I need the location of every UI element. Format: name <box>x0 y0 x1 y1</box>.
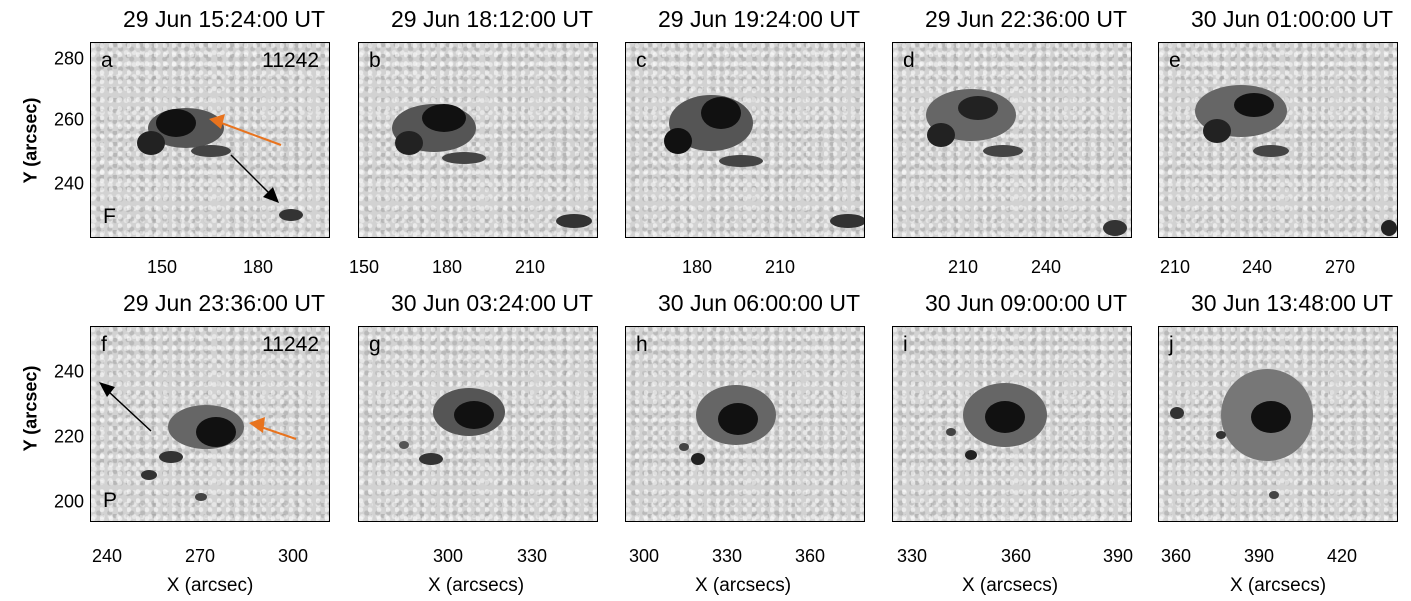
y-tick-label: 240 <box>53 173 84 194</box>
panel-title: 29 Jun 18:12:00 UT <box>390 6 594 32</box>
panel-letter: c <box>636 49 647 72</box>
x-tick-label: 330 <box>896 546 928 566</box>
sunspot-image-g: g <box>358 326 598 522</box>
x-tick-label: 240 <box>1030 257 1062 277</box>
sunspot-drawing <box>137 108 303 221</box>
panel-letter: h <box>636 333 648 356</box>
panel-title: 30 Jun 03:24:00 UT <box>390 290 594 316</box>
x-tick-label: 300 <box>432 546 464 566</box>
sunspot-drawing <box>99 382 297 501</box>
panel-title: 29 Jun 19:24:00 UT <box>657 6 861 32</box>
x-tick-label: 240 <box>1241 257 1273 277</box>
polarity-label: P <box>103 489 118 512</box>
panel-title: 29 Jun 22:36:00 UT <box>924 6 1128 32</box>
x-tick-label: 390 <box>1102 546 1134 566</box>
x-tick-label: 420 <box>1326 546 1358 566</box>
x-tick-label: 270 <box>1324 257 1356 277</box>
x-tick-label: 360 <box>1160 546 1192 566</box>
panel-letter: e <box>1169 49 1181 72</box>
x-tick-label: 330 <box>711 546 743 566</box>
y-tick-label: 280 <box>53 48 84 69</box>
panel-letter: g <box>369 333 381 356</box>
panel-letter: a <box>101 49 113 72</box>
x-axis-label: X (arcsecs) <box>694 575 792 596</box>
sunspot-image-c: c <box>625 42 865 238</box>
panel-letter: i <box>903 333 908 356</box>
y-tick-label: 200 <box>53 491 84 512</box>
sunspot-drawing <box>926 89 1127 236</box>
panel-title: 30 Jun 13:48:00 UT <box>1190 290 1394 316</box>
x-tick-label: 150 <box>348 257 380 277</box>
x-axis-label: X (arcsecs) <box>427 575 525 596</box>
sunspot-drawing <box>679 385 776 465</box>
y-tick-label: 220 <box>53 426 84 447</box>
x-tick-label: 240 <box>91 546 123 566</box>
x-tick-label: 270 <box>184 546 216 566</box>
sunspot-image-j: j <box>1158 326 1398 522</box>
x-tick-label: 210 <box>764 257 796 277</box>
x-axis-label: X (arcsec) <box>166 575 254 596</box>
panel-title: 29 Jun 15:24:00 UT <box>122 6 326 32</box>
polarity-label: F <box>103 205 116 228</box>
panel-title: 30 Jun 01:00:00 UT <box>1190 6 1394 32</box>
sunspot-drawing <box>946 383 1047 460</box>
sunspot-image-i: i <box>892 326 1132 522</box>
x-tick-label: 180 <box>681 257 713 277</box>
sunspot-drawing <box>392 104 592 228</box>
panel-title: 30 Jun 09:00:00 UT <box>924 290 1128 316</box>
sunspot-image-b: b <box>358 42 598 238</box>
sunspot-drawing <box>664 95 864 228</box>
x-tick-label: 210 <box>947 257 979 277</box>
sunspot-image-d: d <box>892 42 1132 238</box>
sunspot-drawing <box>1170 369 1313 499</box>
x-tick-label: 300 <box>628 546 660 566</box>
active-region-label: 11242 <box>262 49 319 72</box>
y-axis-label-top: Y (arcsec) <box>20 97 41 184</box>
x-tick-label: 300 <box>277 546 309 566</box>
active-region-label: 11242 <box>262 333 319 356</box>
x-axis-label: X (arcsecs) <box>961 575 1059 596</box>
x-tick-label: 180 <box>242 257 274 277</box>
sunspot-image-a: a 11242 F <box>90 42 330 238</box>
x-tick-label: 360 <box>794 546 826 566</box>
panel-title: 30 Jun 06:00:00 UT <box>657 290 861 316</box>
x-tick-label: 150 <box>146 257 178 277</box>
sunspot-drawing <box>1195 85 1397 236</box>
panel-letter: b <box>369 49 381 72</box>
sunspot-image-f: f 11242 P <box>90 326 330 522</box>
y-tick-label: 260 <box>53 109 84 130</box>
panel-letter: j <box>1169 333 1174 356</box>
sunspot-image-h: h <box>625 326 865 522</box>
x-tick-label: 360 <box>1000 546 1032 566</box>
x-tick-label: 210 <box>1159 257 1191 277</box>
x-tick-label: 330 <box>516 546 548 566</box>
y-tick-label: 240 <box>53 361 84 382</box>
panel-letter: f <box>101 333 107 356</box>
panel-title: 29 Jun 23:36:00 UT <box>122 290 326 316</box>
x-tick-label: 390 <box>1243 546 1275 566</box>
x-axis-label: X (arcsecs) <box>1229 575 1327 596</box>
sunspot-drawing <box>399 388 505 465</box>
panel-letter: d <box>903 49 915 72</box>
y-axis-label-bottom: Y (arcsec) <box>20 365 41 452</box>
sunspot-image-e: e <box>1158 42 1398 238</box>
x-tick-label: 210 <box>514 257 546 277</box>
x-tick-label: 180 <box>431 257 463 277</box>
